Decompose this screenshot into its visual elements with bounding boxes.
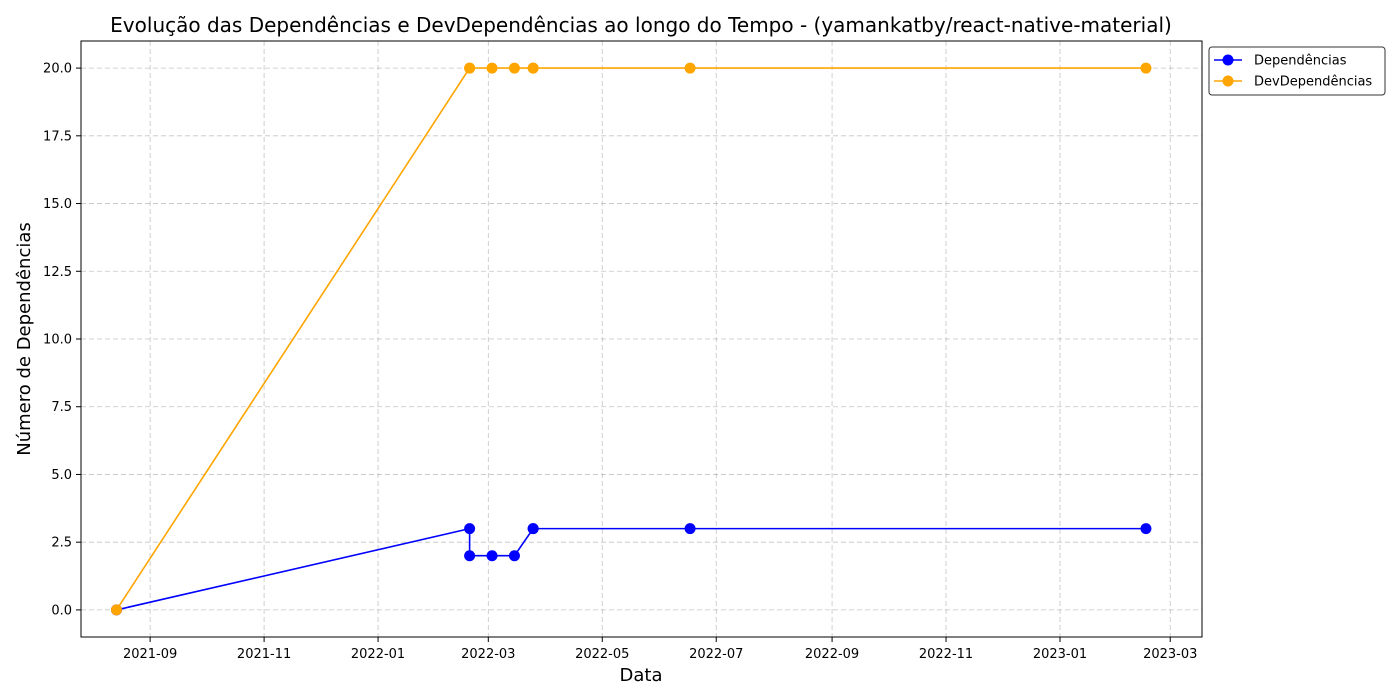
data-point xyxy=(464,523,476,535)
y-tick-label: 12.5 xyxy=(43,265,72,280)
y-tick-label: 0.0 xyxy=(51,603,72,618)
data-point xyxy=(684,62,696,74)
x-tick-label: 2022-07 xyxy=(689,647,743,662)
data-point xyxy=(486,62,498,74)
y-tick-label: 2.5 xyxy=(51,536,72,551)
series-line xyxy=(116,527,1146,611)
y-tick-label: 17.5 xyxy=(43,129,72,144)
y-tick-label: 10.0 xyxy=(43,333,72,348)
data-point xyxy=(1140,62,1152,74)
axis-ticks: 2021-09 2021-11 2022-01 2022-03 2022-05 2022-… xyxy=(43,62,1197,662)
data-point xyxy=(464,550,476,562)
data-point xyxy=(464,62,476,74)
data-point xyxy=(508,62,520,74)
series-1 xyxy=(110,62,1152,616)
grid-lines xyxy=(81,41,1202,637)
data-point xyxy=(1140,523,1152,535)
legend-label: Dependências xyxy=(1254,54,1347,69)
x-tick-label: 2021-09 xyxy=(123,647,177,662)
y-axis-label: Número de Dependências xyxy=(14,222,35,456)
series-lines xyxy=(110,62,1152,616)
legend-box xyxy=(1208,46,1386,96)
x-tick-label: 2022-01 xyxy=(351,647,405,662)
y-tick-label: 5.0 xyxy=(51,468,72,483)
data-point xyxy=(486,550,498,562)
data-point xyxy=(110,604,122,616)
y-tick-label: 7.5 xyxy=(51,400,72,415)
chart-title: Evolução das Dependências e DevDependênc… xyxy=(110,13,1172,37)
data-point xyxy=(684,523,696,535)
data-point xyxy=(508,550,520,562)
x-tick-label: 2023-01 xyxy=(1033,647,1087,662)
x-tick-label: 2021-11 xyxy=(237,647,291,662)
x-tick-label: 2022-05 xyxy=(575,647,629,662)
data-point xyxy=(527,523,539,535)
y-tick-label: 20.0 xyxy=(43,62,72,77)
legend-label: DevDependências xyxy=(1254,75,1372,90)
x-tick-label: 2022-03 xyxy=(461,647,515,662)
x-tick-label: 2023-03 xyxy=(1143,647,1197,662)
x-tick-label: 2022-11 xyxy=(919,647,973,662)
x-axis-label: Data xyxy=(620,665,663,686)
x-tick-label: 2022-09 xyxy=(805,647,859,662)
legend: Dependências DevDependências xyxy=(1208,46,1386,96)
legend-marker xyxy=(1222,75,1234,87)
legend-marker xyxy=(1222,54,1234,66)
data-point xyxy=(527,62,539,74)
y-tick-label: 15.0 xyxy=(43,197,72,212)
series-0 xyxy=(110,523,1152,616)
